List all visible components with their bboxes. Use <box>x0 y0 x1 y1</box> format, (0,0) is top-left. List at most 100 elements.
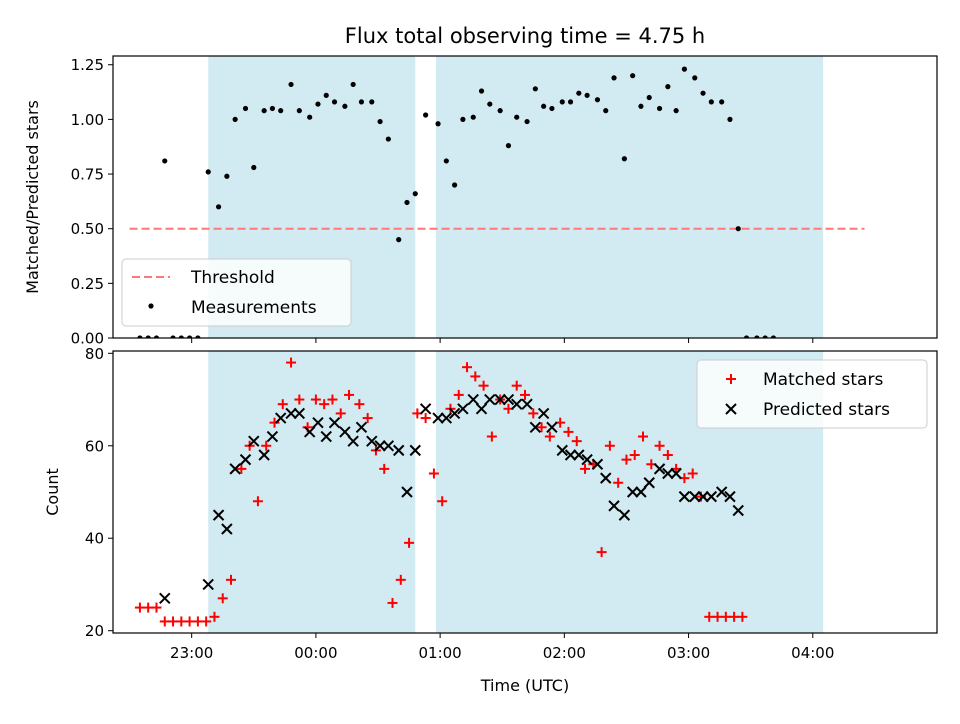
y-tick-label: 0.50 <box>71 220 104 238</box>
chart-title: Flux total observing time = 4.75 h <box>345 24 705 48</box>
matched-star-point <box>478 380 489 391</box>
measurement-point <box>342 103 348 109</box>
measurement-point <box>816 0 821 3</box>
matched-star-point <box>395 574 406 585</box>
matched-star-point <box>310 394 321 405</box>
legend-matched-swatch <box>726 374 736 384</box>
measurement-point <box>269 105 276 112</box>
measurement-point <box>232 116 238 122</box>
measurement-point <box>692 75 698 81</box>
matched-star-point <box>571 436 582 447</box>
matched-star-point <box>379 463 390 474</box>
measurement-point <box>567 99 574 105</box>
matched-star-point <box>294 394 305 405</box>
measurement-point <box>719 99 725 105</box>
measurement-point <box>532 86 538 92</box>
measurement-point <box>656 105 663 112</box>
predicted-star-point <box>212 509 225 521</box>
predicted-star-point <box>724 490 736 503</box>
measurement-point <box>261 108 267 114</box>
measurement-point <box>145 335 151 338</box>
predicted-star-point <box>320 430 332 443</box>
x-tick-label: 04:00 <box>791 644 834 662</box>
predicted-star-point <box>419 403 432 415</box>
measurement-point <box>549 105 555 112</box>
axes-frame <box>112 350 938 634</box>
measurement-point <box>195 335 201 338</box>
measurement-point <box>681 66 688 72</box>
x-tick-label: 01:00 <box>418 644 461 662</box>
measurement-point <box>296 108 302 114</box>
matched-star-point <box>286 357 297 368</box>
measurement-point <box>665 84 671 90</box>
measurement-point <box>576 90 582 96</box>
measurement-point <box>224 173 230 179</box>
measurement-point <box>331 99 338 105</box>
x-axis-label: Time (UTC) <box>480 676 569 695</box>
matched-star-point <box>544 431 555 442</box>
matched-star-point <box>486 431 497 442</box>
matched-star-point <box>335 408 346 419</box>
measurement-point <box>423 112 429 118</box>
predicted-star-point <box>662 467 674 480</box>
legend-measurement-swatch <box>148 303 154 309</box>
predicted-star-point <box>546 421 558 433</box>
matched-star-point <box>344 389 355 400</box>
predicted-star-point <box>678 490 691 503</box>
predicted-star-point <box>432 412 444 424</box>
predicted-star-point <box>303 426 316 438</box>
measurement-point <box>215 204 222 210</box>
measurement-point <box>251 164 257 171</box>
predicted-star-point <box>564 449 577 461</box>
measurement-point <box>638 103 644 109</box>
predicted-star-point <box>374 440 386 452</box>
measurement-point <box>524 118 530 125</box>
y-tick-label: 1.25 <box>71 56 104 74</box>
matched-star-point <box>226 574 237 585</box>
measurement-point <box>743 335 750 338</box>
predicted-star-point <box>653 463 666 475</box>
predicted-star-point <box>248 435 260 447</box>
measurement-point <box>137 335 143 338</box>
measurement-point <box>460 116 466 122</box>
legend-box <box>121 258 352 327</box>
legend-label: Threshold <box>190 268 275 288</box>
y-tick-label: 80 <box>85 345 104 363</box>
plot-area <box>134 357 748 627</box>
matched-star-point <box>437 496 448 507</box>
x-tick-label: 03:00 <box>667 644 710 662</box>
matched-star-point <box>252 496 263 507</box>
predicted-star-point <box>448 407 461 420</box>
measurement-point <box>404 199 410 206</box>
measurement-point <box>350 81 356 88</box>
predicted-star-point <box>626 486 639 498</box>
predicted-star-point <box>467 393 479 406</box>
measurement-point <box>673 108 679 114</box>
predicted-star-point <box>312 416 324 429</box>
measurement-point <box>770 335 777 338</box>
measurement-point <box>789 0 794 3</box>
y-tick-label: 40 <box>85 530 104 548</box>
matched-star-point <box>737 611 748 622</box>
matched-star-point <box>580 463 591 474</box>
measurement-point <box>323 92 329 98</box>
measurement-point <box>435 121 441 127</box>
matched-star-point <box>687 468 698 479</box>
legend-box <box>696 359 928 429</box>
legend-label: Measurements <box>191 298 317 318</box>
measurement-point <box>646 94 652 101</box>
legend-predicted-swatch <box>725 403 737 415</box>
predicted-star-point <box>339 426 351 438</box>
measurement-point <box>584 92 590 98</box>
predicted-star-point <box>366 435 378 447</box>
matched-star-point <box>354 399 365 410</box>
observing-window <box>208 351 416 633</box>
y-tick-label: 0.75 <box>71 166 104 184</box>
measurement-point <box>288 81 294 88</box>
measurement-point <box>170 335 176 338</box>
measurement-point <box>611 75 617 81</box>
measurement-point <box>825 0 830 3</box>
measurement-point <box>727 116 733 122</box>
top-panel: 0.00 0.25 0.50 0.75 1.00 1.25 Threshold Measure… <box>71 0 938 348</box>
predicted-star-point <box>670 467 682 480</box>
